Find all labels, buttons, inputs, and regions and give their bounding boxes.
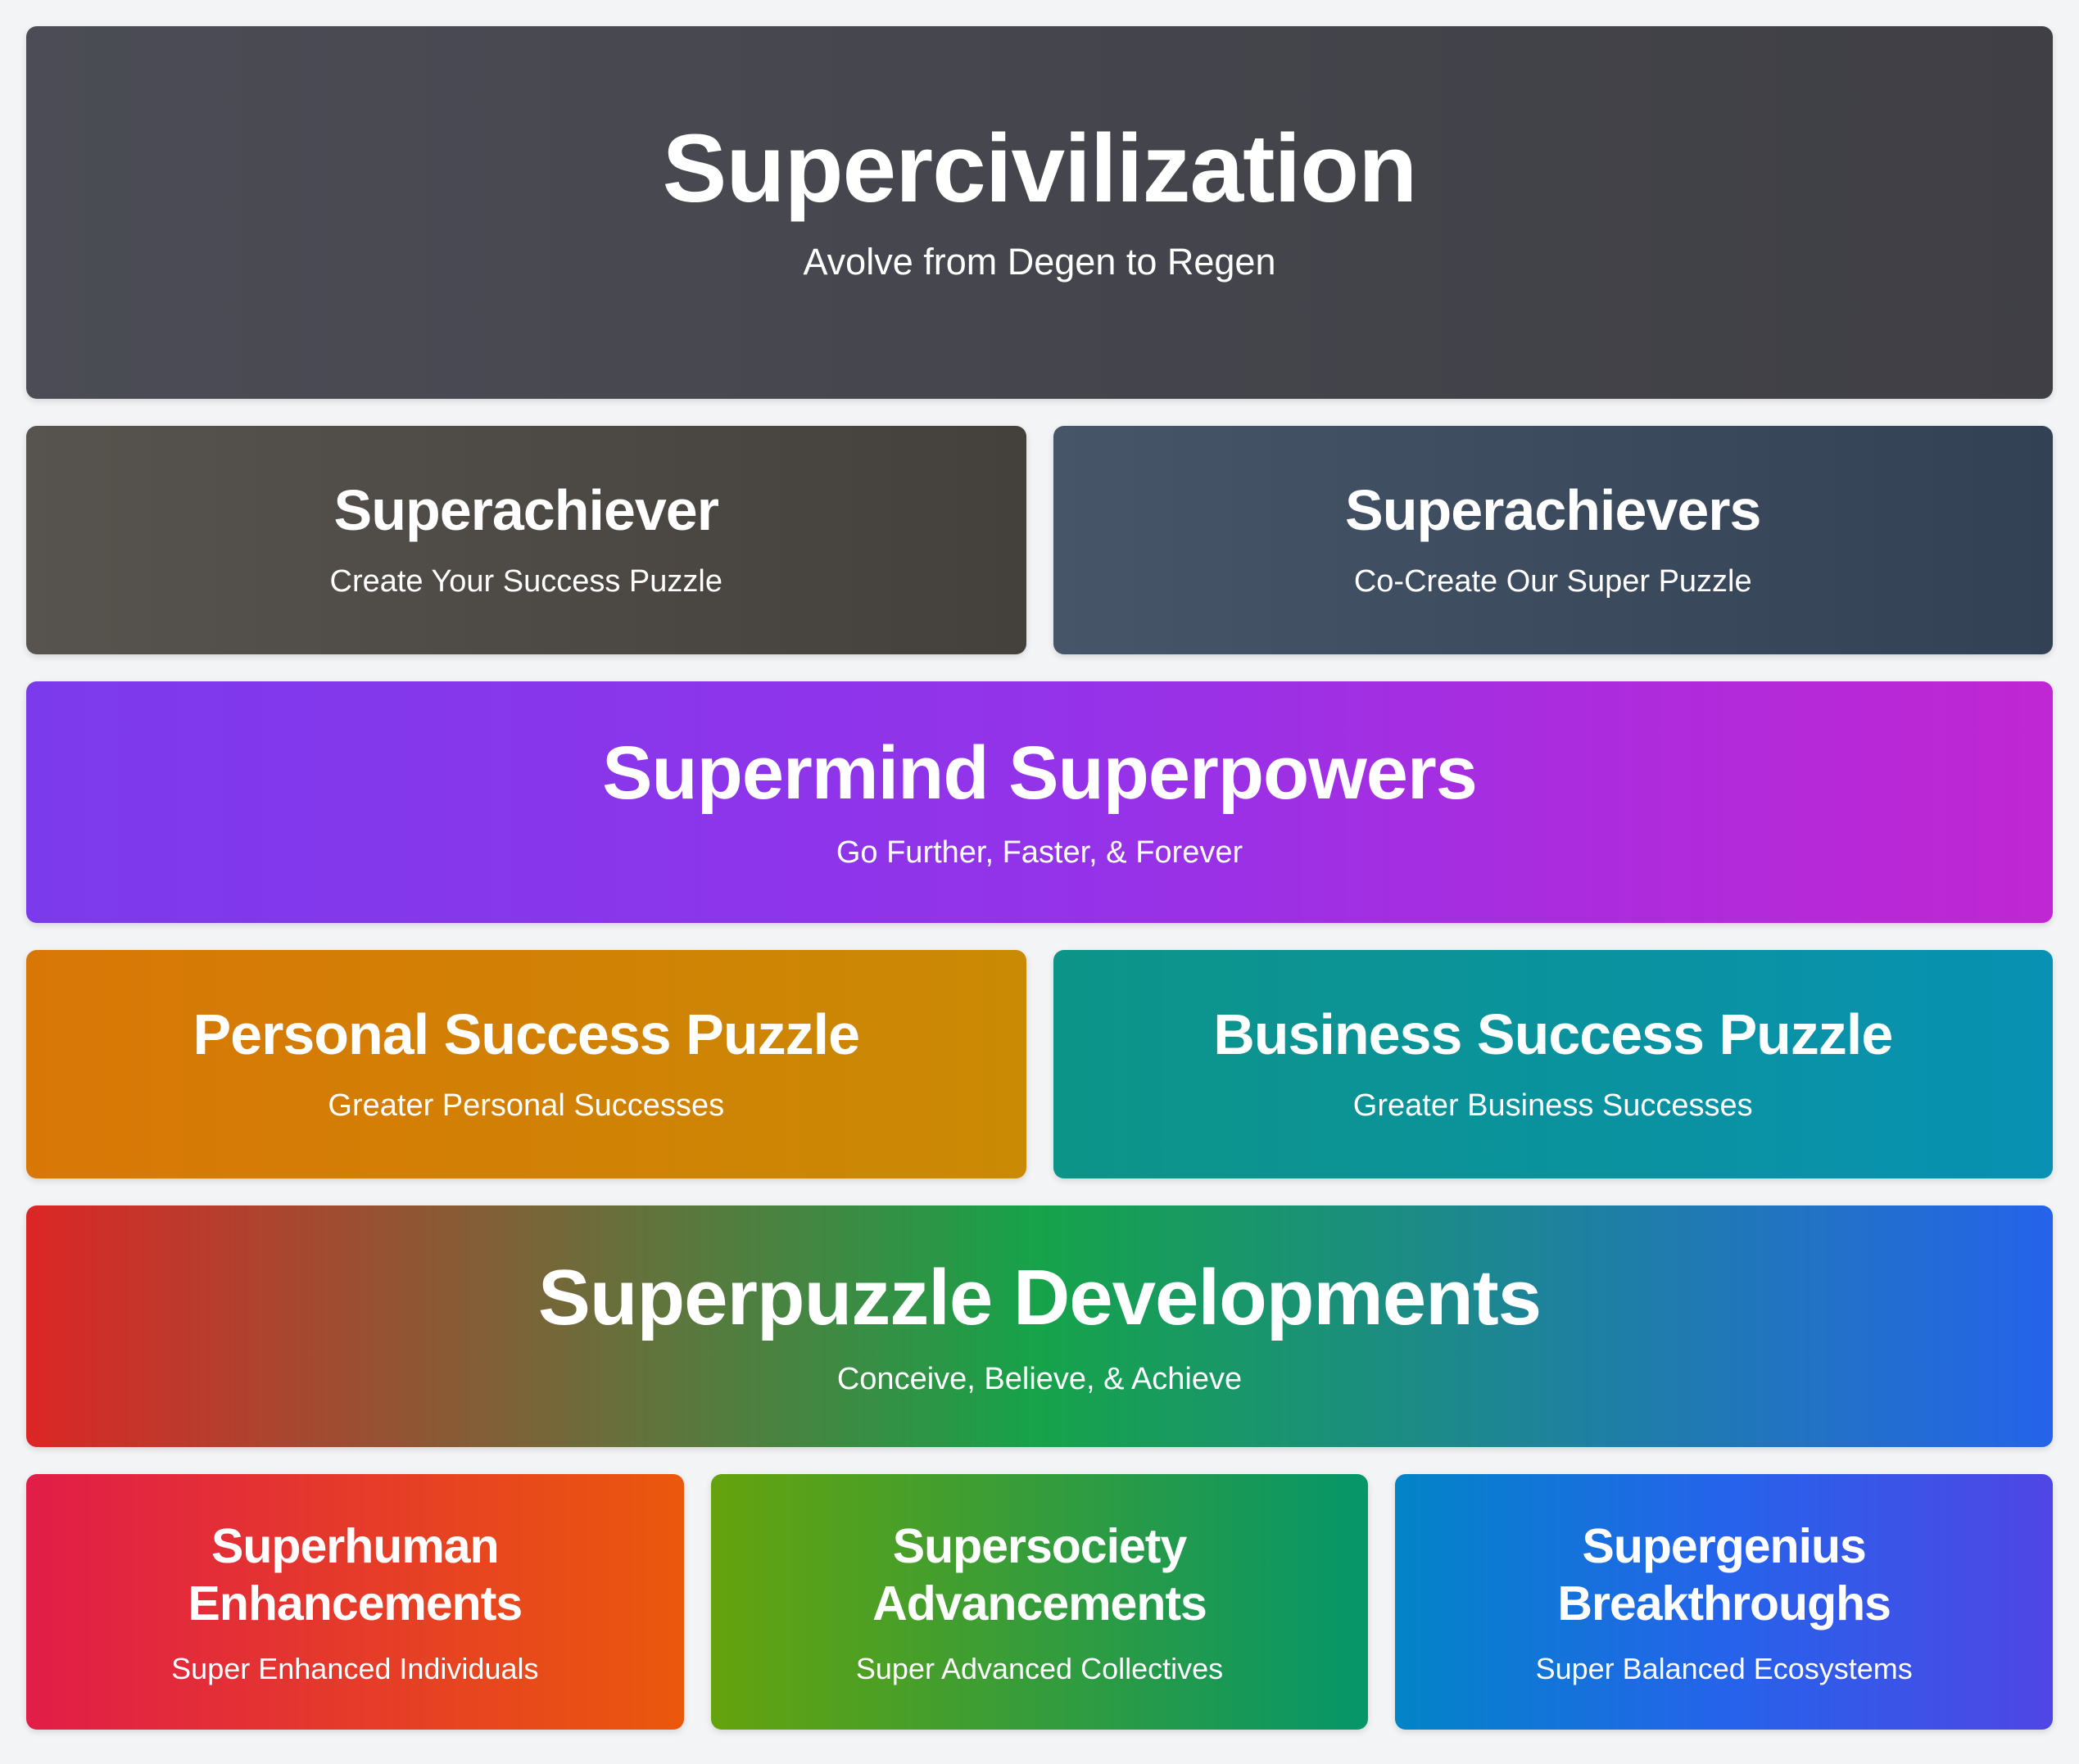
card-subtitle: Greater Personal Successes (328, 1088, 725, 1124)
card-subtitle: Go Further, Faster, & Forever (836, 835, 1243, 871)
card-subtitle: Greater Business Successes (1352, 1088, 1753, 1124)
card-personal-success-puzzle[interactable]: Personal Success Puzzle Greater Personal… (26, 950, 1026, 1178)
card-title: Personal Success Puzzle (192, 1002, 860, 1067)
card-subtitle: Avolve from Degen to Regen (803, 241, 1276, 283)
card-supermind-superpowers[interactable]: Supermind Superpowers Go Further, Faster… (26, 681, 2053, 923)
card-subtitle: Super Enhanced Individuals (171, 1652, 539, 1686)
card-superhuman-enhancements[interactable]: Superhuman Enhancements Super Enhanced I… (26, 1474, 684, 1730)
row-superachievers: Superachiever Create Your Success Puzzle… (26, 426, 2053, 654)
card-subtitle: Super Balanced Ecosystems (1535, 1652, 1913, 1686)
card-title: Superachiever (333, 478, 719, 543)
card-title: Supergenius Breakthroughs (1557, 1518, 1891, 1631)
card-superachievers[interactable]: Superachievers Co-Create Our Super Puzzl… (1053, 426, 2053, 654)
card-supercivilization[interactable]: Supercivilization Avolve from Degen to R… (26, 26, 2053, 399)
card-title: Superachievers (1345, 478, 1761, 543)
card-superpuzzle-developments[interactable]: Superpuzzle Developments Conceive, Belie… (26, 1205, 2053, 1447)
row-supercivilization: Supercivilization Avolve from Degen to R… (26, 26, 2053, 399)
row-success-puzzles: Personal Success Puzzle Greater Personal… (26, 950, 2053, 1178)
card-subtitle: Create Your Success Puzzle (329, 564, 723, 599)
card-superachiever[interactable]: Superachiever Create Your Success Puzzle (26, 426, 1026, 654)
row-supermind: Supermind Superpowers Go Further, Faster… (26, 681, 2053, 923)
card-title: Supermind Superpowers (602, 731, 1478, 816)
card-grid: Supercivilization Avolve from Degen to R… (26, 26, 2054, 1730)
card-subtitle: Co-Create Our Super Puzzle (1353, 564, 1752, 599)
card-supergenius-breakthroughs[interactable]: Supergenius Breakthroughs Super Balanced… (1395, 1474, 2054, 1730)
card-title: Supersociety Advancements (872, 1518, 1207, 1631)
card-business-success-puzzle[interactable]: Business Success Puzzle Greater Business… (1053, 950, 2053, 1178)
card-title: Superhuman Enhancements (188, 1518, 523, 1631)
row-superpuzzle: Superpuzzle Developments Conceive, Belie… (26, 1205, 2053, 1447)
row-super-advancements: Superhuman Enhancements Super Enhanced I… (26, 1474, 2054, 1730)
card-title: Superpuzzle Developments (537, 1253, 1542, 1341)
card-subtitle: Super Advanced Collectives (855, 1652, 1224, 1686)
card-supersociety-advancements[interactable]: Supersociety Advancements Super Advanced… (710, 1474, 1369, 1730)
card-title: Business Success Puzzle (1213, 1002, 1893, 1067)
card-title: Supercivilization (662, 114, 1418, 223)
card-subtitle: Conceive, Believe, & Achieve (836, 1361, 1243, 1396)
